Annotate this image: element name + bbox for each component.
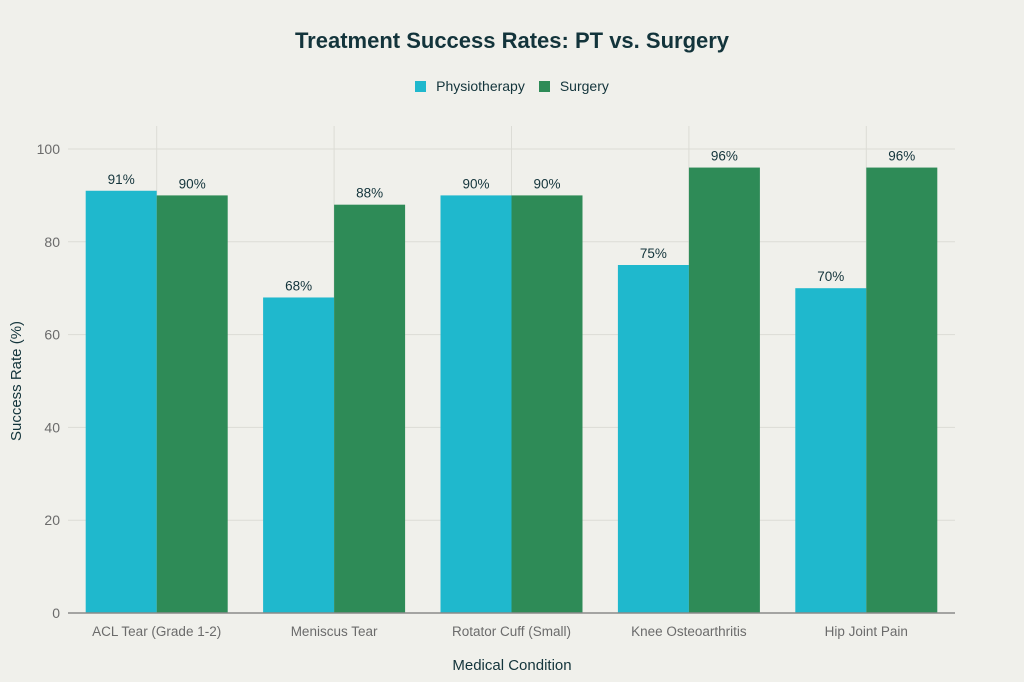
x-axis-title: Medical Condition — [452, 657, 571, 674]
legend-swatch-physiotherapy — [415, 80, 427, 92]
y-tick-label: 60 — [44, 327, 60, 343]
x-tick-label: Knee Osteoarthritis — [631, 624, 747, 639]
x-tick-label: Meniscus Tear — [291, 624, 378, 639]
y-tick-label: 0 — [52, 605, 60, 621]
y-axis-title: Success Rate (%) — [8, 321, 25, 441]
axes: 0 20 40 60 80 100 ACL Tear (Grade 1-2) Meniscus… — [37, 141, 955, 639]
x-tick-label: ACL Tear (Grade 1-2) — [92, 624, 221, 639]
chart-title: Treatment Success Rates: PT vs. Surgery — [294, 28, 730, 53]
y-tick-label: 20 — [44, 512, 60, 528]
bar-physiotherapy-4 — [795, 288, 867, 613]
data-label-physiotherapy-0: 91% — [108, 172, 135, 187]
data-label-surgery-4: 96% — [888, 149, 915, 164]
legend-item-surgery[interactable]: Surgery — [538, 78, 609, 94]
legend-label-physiotherapy: Physiotherapy — [436, 78, 525, 94]
data-label-surgery-0: 90% — [179, 176, 206, 191]
legend: Physiotherapy Surgery — [0, 78, 1024, 94]
bar-surgery-2 — [511, 195, 583, 613]
data-label-physiotherapy-3: 75% — [640, 246, 667, 261]
x-tick-label: Rotator Cuff (Small) — [452, 624, 571, 639]
x-tick-label: Hip Joint Pain — [825, 624, 908, 639]
bar-physiotherapy-1 — [263, 297, 335, 613]
bar-surgery-0 — [156, 195, 228, 613]
data-label-surgery-3: 96% — [711, 149, 738, 164]
bar-physiotherapy-2 — [440, 195, 512, 613]
data-labels: 91% 68% 90% 75% 70% 90% 88% 90% 96% 96% — [108, 149, 916, 294]
data-label-physiotherapy-2: 90% — [462, 176, 489, 191]
y-tick-label: 100 — [37, 141, 61, 157]
legend-item-physiotherapy[interactable]: Physiotherapy — [415, 78, 525, 94]
data-label-physiotherapy-4: 70% — [817, 269, 844, 284]
legend-swatch-surgery — [538, 80, 550, 92]
data-label-surgery-1: 88% — [356, 186, 383, 201]
bar-physiotherapy-3 — [617, 265, 689, 613]
data-label-surgery-2: 90% — [533, 176, 560, 191]
y-tick-label: 40 — [44, 419, 60, 435]
y-tick-label: 80 — [44, 234, 60, 250]
bar-surgery-3 — [688, 167, 760, 613]
legend-label-surgery: Surgery — [559, 78, 609, 94]
bar-surgery-4 — [866, 167, 938, 613]
bars — [85, 167, 938, 613]
data-label-physiotherapy-1: 68% — [285, 278, 312, 293]
bar-physiotherapy-0 — [85, 190, 157, 613]
bar-surgery-1 — [334, 204, 406, 613]
